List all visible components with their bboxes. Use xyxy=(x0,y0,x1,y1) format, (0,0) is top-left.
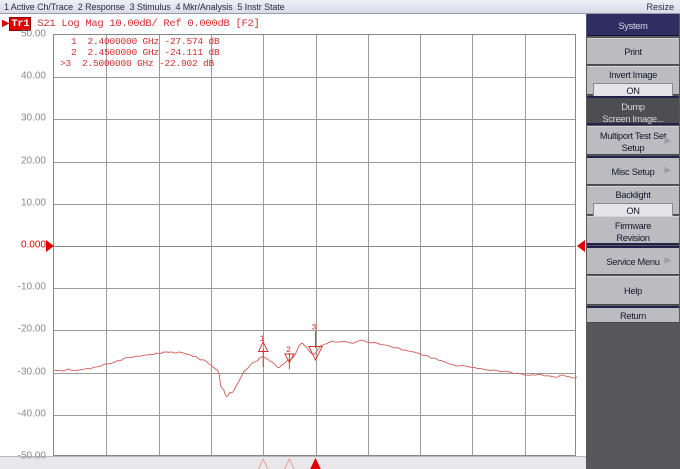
svg-text:2: 2 xyxy=(286,345,291,355)
svg-text:1: 1 xyxy=(260,334,265,344)
svg-text:3: 3 xyxy=(312,323,317,333)
